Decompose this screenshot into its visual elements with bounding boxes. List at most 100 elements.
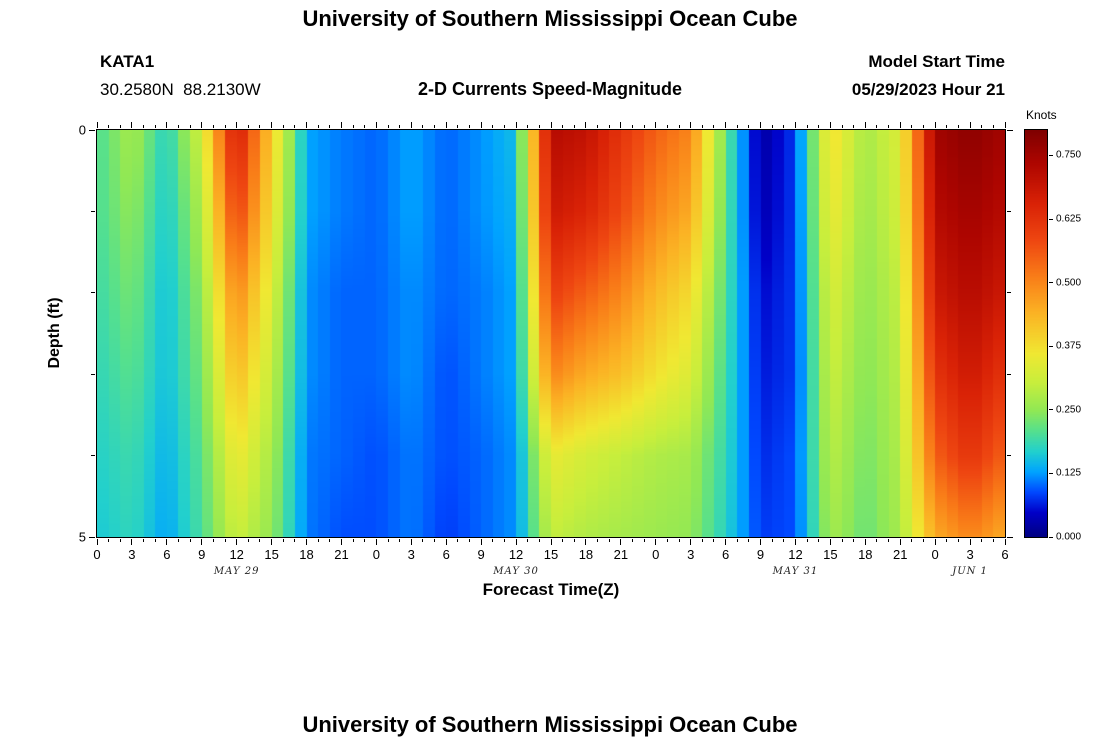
- x-axis-tick-top: [957, 125, 959, 128]
- colorbar-tick-label: 0.500: [1056, 277, 1082, 289]
- x-axis-tick: [911, 539, 913, 542]
- currents-heatmap-canvas: [96, 129, 1006, 538]
- x-tick-label: 15: [543, 547, 559, 562]
- x-axis-tick: [108, 539, 110, 542]
- x-axis-tick: [794, 539, 796, 545]
- x-tick-label: 0: [372, 547, 380, 562]
- x-tick-label: 6: [442, 547, 450, 562]
- y-axis-tick: [91, 292, 95, 294]
- x-axis-tick: [597, 539, 599, 542]
- x-axis-tick: [410, 539, 412, 545]
- x-axis-tick: [422, 539, 424, 542]
- x-axis-tick: [457, 539, 459, 542]
- x-axis-tick-top: [166, 122, 168, 128]
- x-axis-tick: [399, 539, 401, 542]
- x-axis-tick-top: [608, 125, 610, 128]
- x-axis-tick: [771, 539, 773, 542]
- x-axis-tick: [713, 539, 715, 542]
- x-axis-tick: [492, 539, 494, 542]
- x-axis-tick: [690, 539, 692, 545]
- x-axis-tick-top: [736, 125, 738, 128]
- x-axis-tick: [224, 539, 226, 542]
- x-axis-tick: [177, 539, 179, 542]
- x-axis-tick-top: [399, 125, 401, 128]
- x-axis-tick-top: [108, 125, 110, 128]
- x-axis-tick-top: [469, 125, 470, 128]
- x-axis-tick-top: [829, 122, 831, 128]
- x-axis-tick: [655, 539, 657, 545]
- colorbar-tick: [1049, 345, 1053, 347]
- y-axis-tick: [91, 455, 95, 457]
- x-tick-label: 0: [931, 547, 939, 562]
- x-axis-tick: [247, 539, 249, 542]
- x-axis-tick-top: [212, 125, 214, 128]
- colorbar-tick: [1049, 282, 1053, 284]
- colorbar-tick: [1049, 536, 1053, 538]
- x-axis-tick: [166, 539, 168, 545]
- colorbar-tick: [1049, 472, 1053, 474]
- x-axis-tick: [154, 539, 156, 542]
- x-axis-tick-top: [841, 125, 843, 128]
- x-tick-label: 9: [477, 547, 485, 562]
- x-axis-tick: [282, 539, 284, 542]
- x-axis-tick: [364, 539, 366, 542]
- x-axis-tick-top: [888, 125, 890, 128]
- x-axis-tick-top: [224, 125, 226, 128]
- colorbar-tick-label: 0.375: [1056, 340, 1082, 352]
- x-axis-tick-top: [364, 125, 366, 128]
- x-axis-tick: [736, 539, 738, 542]
- x-axis-tick-top: [911, 125, 913, 128]
- x-axis-tick-top: [189, 125, 191, 128]
- x-axis-tick: [957, 539, 959, 542]
- colorbar: [1024, 129, 1048, 538]
- x-axis-tick-top: [690, 122, 692, 128]
- x-tick-label: 21: [613, 547, 629, 562]
- x-axis-tick: [631, 539, 633, 542]
- x-tick-label: 6: [163, 547, 171, 562]
- x-axis-tick: [96, 539, 98, 545]
- x-axis-tick-top: [131, 122, 133, 128]
- x-axis-tick-top: [434, 125, 436, 128]
- colorbar-tick-label: 0.250: [1056, 404, 1082, 416]
- colorbar-tick-label: 0.625: [1056, 213, 1082, 225]
- x-axis-tick: [923, 539, 924, 542]
- x-axis-tick-top: [597, 125, 599, 128]
- x-axis-tick: [119, 539, 121, 542]
- x-axis-tick-top: [585, 122, 587, 128]
- x-tick-label: 15: [823, 547, 838, 562]
- x-tick-label: 0: [652, 547, 660, 562]
- x-tick-label: 9: [756, 547, 765, 562]
- x-axis-tick-top: [748, 125, 750, 128]
- x-axis-tick: [725, 539, 727, 545]
- model-start-time-value: 05/29/2023 Hour 21: [851, 80, 1005, 99]
- x-tick-label: 15: [264, 547, 279, 562]
- colorbar-tick: [1049, 218, 1053, 220]
- x-axis-tick: [201, 539, 203, 545]
- x-axis-tick-top: [864, 122, 866, 128]
- x-axis-tick: [678, 539, 680, 542]
- x-axis-tick-top: [946, 125, 948, 128]
- second-figure-title: University of Southern Mississippi Ocean…: [302, 712, 798, 737]
- x-axis-tick-top: [282, 125, 284, 128]
- x-axis-tick-top: [631, 125, 633, 128]
- x-axis-tick: [934, 539, 936, 545]
- x-tick-label: 9: [198, 547, 206, 562]
- x-axis-tick-top: [1004, 122, 1006, 128]
- y-axis-tick: [89, 536, 95, 538]
- x-tick-label: 3: [407, 547, 415, 562]
- x-axis-tick: [375, 539, 377, 545]
- x-axis-tick-top: [527, 125, 529, 128]
- x-axis-tick: [340, 539, 342, 545]
- x-axis-tick: [608, 539, 610, 542]
- y-axis-tick-right: [1007, 210, 1011, 212]
- x-axis-tick: [387, 539, 389, 542]
- x-axis-tick: [1004, 539, 1006, 545]
- x-axis-tick-top: [375, 122, 377, 128]
- x-axis-tick: [469, 539, 470, 542]
- x-axis-tick-top: [306, 122, 308, 128]
- model-start-time-label: Model Start Time: [868, 52, 1005, 71]
- x-axis-tick-top: [713, 125, 715, 128]
- x-axis-tick: [329, 539, 331, 542]
